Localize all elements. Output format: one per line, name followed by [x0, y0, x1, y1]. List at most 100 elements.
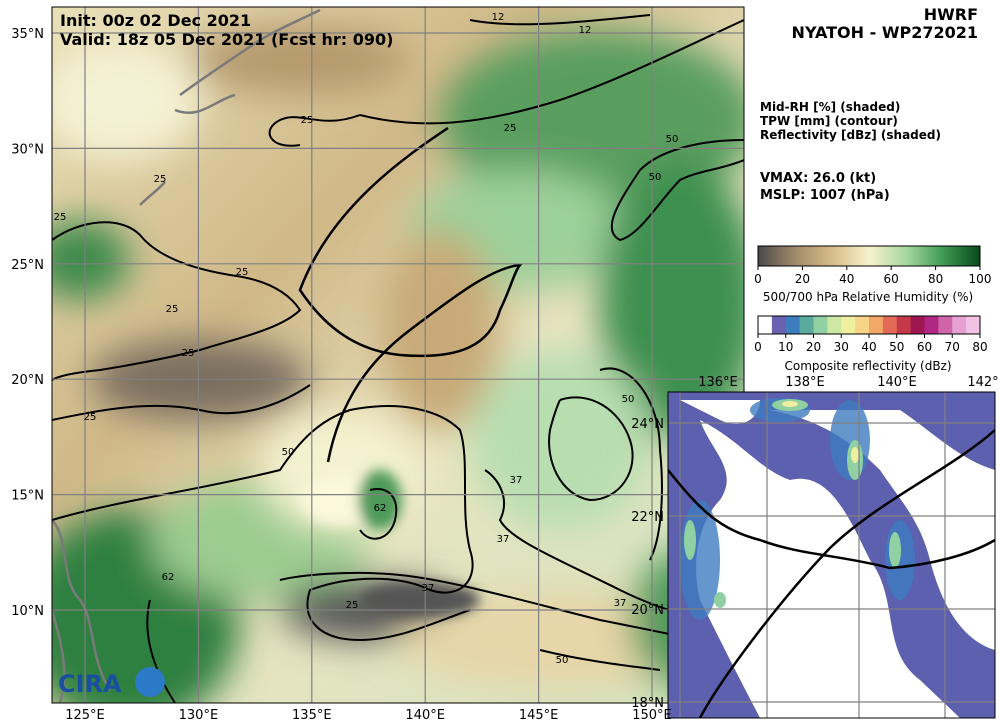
lat-label: 10°N: [11, 604, 44, 619]
contour-label: 50: [282, 447, 295, 458]
coastline: [52, 8, 321, 703]
mslp-text: MSLP: 1007 (hPa): [760, 188, 890, 203]
model-name: HWRF: [924, 5, 978, 24]
inset-lon-label: 138°E: [785, 375, 825, 390]
colorbar-bin: [758, 316, 773, 334]
colorbar-reflectivity: 0 10 20 30 40 50 60 70 80: [754, 315, 988, 354]
map-field: [52, 7, 744, 703]
inset-lat-label: 24°N: [631, 417, 664, 432]
colorbar-fill: [758, 246, 980, 266]
contour-label: 62: [374, 503, 387, 514]
colorbar-bin: [869, 316, 884, 334]
lon-label: 135°E: [292, 708, 332, 722]
colorbar-bin: [938, 316, 953, 334]
inset-lat-label: 22°N: [631, 510, 664, 525]
colorbar-bin: [771, 316, 787, 334]
legend-line: Mid-RH [%] (shaded): [760, 100, 900, 114]
map-frame: [51, 6, 745, 704]
colorbar-rh: 0 20 40 60 80 100: [754, 245, 992, 286]
colorbar-tick-label: 30: [834, 340, 849, 354]
colorbar-bin: [785, 316, 801, 334]
lat-label: 15°N: [11, 489, 44, 504]
contour-label: 12: [492, 12, 505, 23]
colorbar-bin: [882, 316, 898, 334]
colorbar-bin: [910, 316, 925, 334]
contour-label: 37: [510, 475, 523, 486]
inset-lon-label: 142°: [967, 375, 998, 390]
colorbar-tick-label: 60: [884, 272, 899, 286]
contour-label: 12: [579, 25, 592, 36]
colorbar-tick-label: 60: [917, 340, 932, 354]
contour-label: 50: [622, 394, 635, 405]
colorbar-tick-label: 80: [928, 272, 943, 286]
inset-grid: [668, 392, 995, 718]
colorbar-tick-label: 50: [889, 340, 904, 354]
contour-label: 62: [162, 572, 175, 583]
colorbar-tick-label: 80: [972, 340, 987, 354]
colorbar-tick-label: 0: [754, 272, 762, 286]
contour-label: 50: [666, 134, 679, 145]
contour-label: 25: [154, 174, 167, 185]
lat-label: 30°N: [11, 142, 44, 157]
lat-label: 35°N: [11, 27, 44, 42]
colorbar-bin: [799, 316, 814, 334]
colorbar-bin: [855, 316, 870, 334]
contour-label: 25: [182, 348, 195, 359]
inset-frame: [667, 391, 996, 719]
storm-track: [298, 126, 524, 463]
logo-circle: [135, 667, 165, 697]
lat-label: 20°N: [11, 373, 44, 388]
inset-track: [668, 429, 995, 718]
inset-lon-label: 140°E: [877, 375, 917, 390]
colorbar-tick-label: 40: [861, 340, 876, 354]
inset-field: [668, 392, 995, 718]
contour-label: 25: [236, 267, 249, 278]
lon-label: 130°E: [179, 708, 219, 722]
contour-label: 25: [54, 212, 67, 223]
legend-line: Reflectivity [dBz] (shaded): [760, 128, 941, 142]
colorbar-tick-label: 100: [969, 272, 992, 286]
lon-label: 125°E: [65, 708, 105, 722]
lat-label: 25°N: [11, 258, 44, 273]
legend-line: TPW [mm] (contour): [760, 114, 898, 128]
colorbar-tick-label: 20: [806, 340, 821, 354]
colorbar-bin: [966, 316, 981, 334]
colorbar-tick-label: 10: [778, 340, 793, 354]
logo: CIRA: [58, 667, 165, 698]
contour-label: 25: [346, 600, 359, 611]
colorbar-bin: [813, 316, 828, 334]
inset-lat-label: 20°N: [631, 603, 664, 618]
valid-text: Valid: 18z 05 Dec 2021 (Fcst hr: 090): [60, 30, 393, 49]
storm-name: NYATOH - WP272021: [792, 23, 978, 42]
contour-label: 25: [84, 412, 97, 423]
contour-label: 25: [301, 115, 314, 126]
colorbar-bin: [827, 316, 842, 334]
colorbar-bin: [896, 316, 912, 334]
contour-label: 25: [166, 304, 179, 315]
lon-label: 145°E: [519, 708, 559, 722]
logo-text: CIRA: [58, 670, 122, 698]
inset-lat-label: 18°N: [631, 696, 664, 711]
colorbar-label: Composite reflectivity (dBz): [784, 359, 951, 373]
contour-label: 50: [556, 655, 569, 666]
contour-labels: 12 12 25 25 25 25 25 25 25 25 50 50 50 50 37 37 37 37 62 62…: [54, 12, 679, 666]
colorbar-bin: [952, 316, 967, 334]
colorbar-tick-label: 0: [754, 340, 762, 354]
inset-lon-label: 136°E: [698, 375, 738, 390]
map-grid: [52, 7, 744, 703]
colorbar-frame: [757, 245, 981, 267]
colorbar-bin: [924, 316, 939, 334]
colorbar-tick-label: 20: [795, 272, 810, 286]
colorbar-bin: [841, 316, 856, 334]
colorbar-tick-label: 40: [839, 272, 854, 286]
contour-label: 37: [614, 598, 627, 609]
lon-label: 150°E: [632, 708, 672, 722]
vmax-text: VMAX: 26.0 (kt): [760, 171, 876, 186]
contour-label: 50: [649, 172, 662, 183]
colorbar-label: 500/700 hPa Relative Humidity (%): [763, 290, 973, 304]
colorbar-tick-label: 70: [945, 340, 960, 354]
contour-label: 37: [422, 583, 435, 594]
init-text: Init: 00z 02 Dec 2021: [60, 11, 251, 30]
contour-label: 25: [504, 123, 517, 134]
